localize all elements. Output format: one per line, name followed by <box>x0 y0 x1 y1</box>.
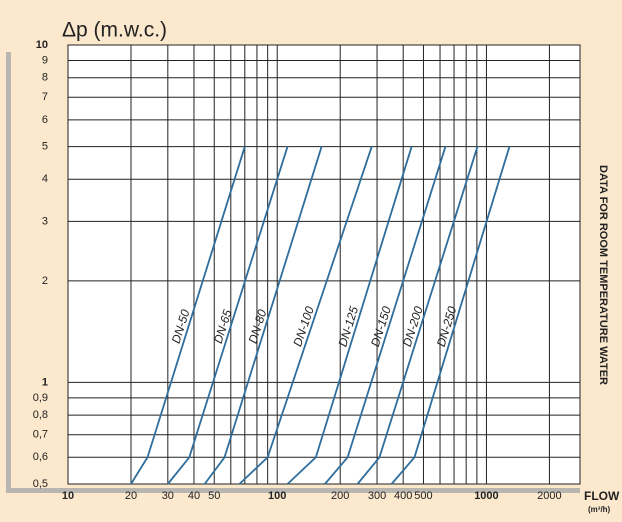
y-tick-label: 0,5 <box>33 478 48 490</box>
y-tick-label: 0,7 <box>33 429 48 441</box>
plot-area <box>68 45 580 484</box>
curve <box>324 146 447 485</box>
x-tick-label: 20 <box>125 490 137 502</box>
curve <box>203 146 323 485</box>
y-tick-label: 7 <box>42 91 48 103</box>
x-tick-label: 50 <box>208 490 220 502</box>
curve <box>167 146 289 485</box>
x-tick-label: 1000 <box>474 490 498 502</box>
y-tick-label: 6 <box>42 114 48 126</box>
curve <box>238 146 373 485</box>
x-tick-label: 200 <box>331 490 349 502</box>
x-tick-label: 100 <box>268 490 286 502</box>
curve <box>390 146 511 485</box>
chart-title: Δp (m.w.c.) <box>62 19 167 42</box>
y-tick-label: 0,6 <box>33 451 48 463</box>
y-tick-label: 9 <box>42 54 48 66</box>
y-tick-label: 4 <box>42 173 48 185</box>
shadow-left <box>6 52 11 492</box>
curve <box>130 146 246 485</box>
x-tick-label: 10 <box>62 490 74 502</box>
x-unit: (m³/h) <box>588 505 611 514</box>
y-tick-label: 3 <box>42 215 48 227</box>
x-tick-label: 300 <box>368 490 386 502</box>
y-tick-label: 1 <box>42 376 48 388</box>
y-tick-label: 10 <box>36 39 48 51</box>
y-tick-label: 0,9 <box>33 392 48 404</box>
x-tick-label: 500 <box>414 490 432 502</box>
plot-frame <box>67 44 581 485</box>
shadow-bottom <box>6 488 580 493</box>
x-tick-label: 40 <box>188 490 200 502</box>
x-tick-label: 30 <box>162 490 174 502</box>
y-tick-label: 5 <box>42 140 48 152</box>
x-tick-label: 2000 <box>537 490 561 502</box>
y-tick-label: 0,8 <box>33 409 48 421</box>
curve <box>356 146 479 485</box>
side-note: DATA FOR ROOM TEMPERATURE WATER <box>597 165 609 385</box>
curve <box>286 146 413 485</box>
x-tick-label: 400 <box>394 490 412 502</box>
x-label: FLOW <box>584 489 620 503</box>
y-tick-label: 2 <box>42 275 48 287</box>
y-tick-label: 8 <box>42 72 48 84</box>
